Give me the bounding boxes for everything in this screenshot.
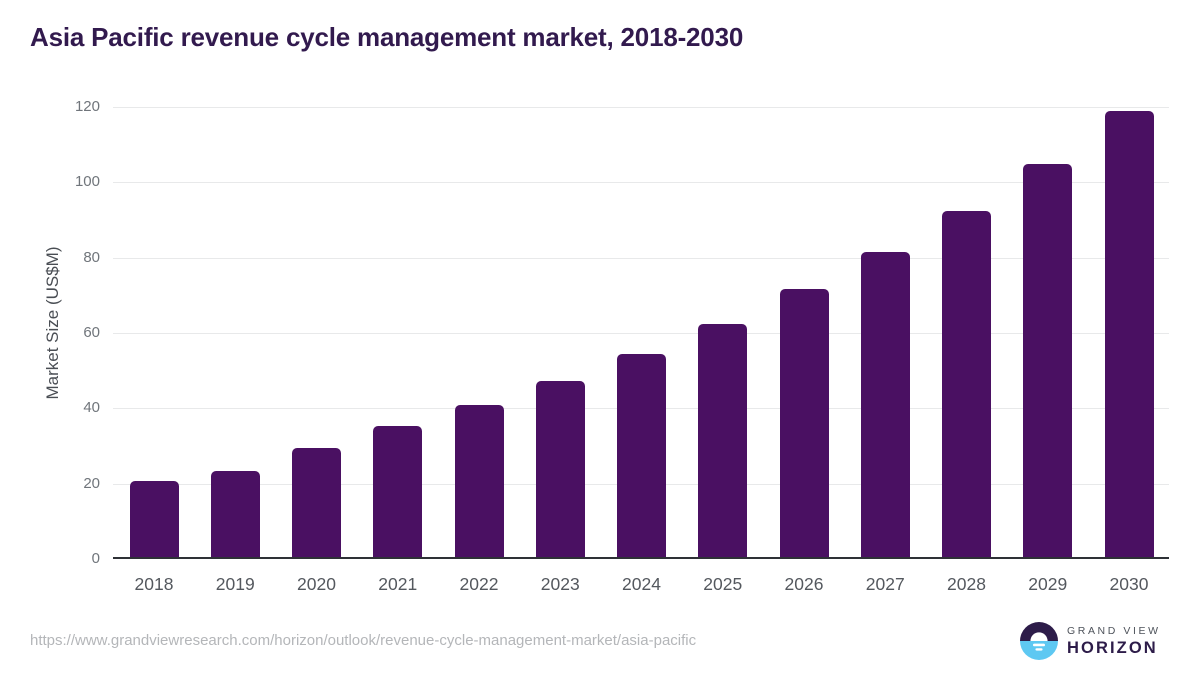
bar-2019[interactable]: [210, 470, 260, 559]
logo-product-name: HORIZON: [1067, 638, 1158, 657]
bar-2023[interactable]: [535, 380, 585, 559]
gridline-80: [113, 258, 1169, 259]
bar-2024[interactable]: [617, 354, 666, 559]
y-tick-label-80: 80: [83, 249, 100, 266]
bar-2026[interactable]: [779, 289, 829, 559]
logo-text: GRAND VIEW HORIZON: [1067, 625, 1161, 658]
x-tick-label-2018: 2018: [134, 574, 174, 594]
x-tick-label-2030: 2030: [1109, 574, 1149, 594]
gridline-100: [113, 182, 1169, 183]
x-tick-label-2023: 2023: [540, 574, 580, 594]
bar-2021[interactable]: [373, 426, 423, 559]
bar-2028[interactable]: [942, 210, 991, 559]
x-tick-label-2026: 2026: [784, 574, 824, 594]
bar-2030[interactable]: [1104, 111, 1154, 559]
y-tick-label-20: 20: [83, 475, 100, 492]
x-tick-label-2029: 2029: [1028, 574, 1068, 594]
x-tick-label-2022: 2022: [459, 574, 499, 594]
logo-brand-name: GRAND VIEW: [1067, 624, 1161, 637]
bar-2025[interactable]: [698, 323, 748, 559]
x-tick-label-2019: 2019: [215, 574, 255, 594]
bar-2027[interactable]: [860, 252, 910, 559]
grand-view-horizon-logo: GRAND VIEW HORIZON: [1020, 622, 1161, 660]
y-tick-label-120: 120: [74, 98, 100, 115]
x-tick-label-2027: 2027: [865, 574, 905, 594]
gridline-120: [113, 107, 1169, 108]
bar-2022[interactable]: [454, 404, 504, 559]
x-axis-line: [113, 557, 1169, 559]
bar-2029[interactable]: [1023, 163, 1073, 559]
x-tick-label-2025: 2025: [703, 574, 743, 594]
chart-title: Asia Pacific revenue cycle management ma…: [30, 22, 744, 52]
bar-2018[interactable]: [129, 480, 179, 559]
horizon-sun-logo-icon: [1020, 622, 1058, 660]
x-tick-label-2024: 2024: [622, 574, 661, 594]
y-tick-label-100: 100: [74, 173, 100, 190]
source-url: https://www.grandviewresearch.com/horizo…: [30, 632, 697, 649]
y-tick-label-0: 0: [91, 550, 100, 567]
y-tick-label-60: 60: [83, 324, 100, 341]
y-tick-label-40: 40: [83, 399, 100, 416]
x-tick-label-2028: 2028: [947, 574, 986, 594]
x-tick-label-2020: 2020: [297, 574, 336, 594]
bar-2020[interactable]: [292, 447, 341, 559]
gridline-60: [113, 333, 1169, 334]
x-tick-label-2021: 2021: [378, 574, 418, 594]
